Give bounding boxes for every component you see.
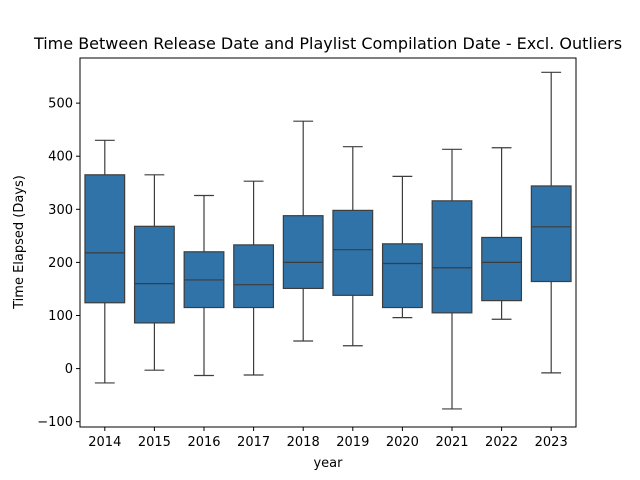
x-tick-label: 2014 — [88, 435, 121, 450]
x-tick-label: 2020 — [386, 435, 419, 450]
iqr-box — [481, 236, 523, 302]
plot-area — [84, 71, 572, 410]
chart-title: Time Between Release Date and Playlist C… — [33, 34, 622, 53]
iqr-box — [332, 209, 374, 296]
x-tick-label: 2022 — [485, 435, 518, 450]
box-2018 — [282, 120, 324, 342]
plot-frame — [79, 57, 577, 428]
box-2014 — [84, 139, 126, 384]
y-axis: −100 0 100 200 300 400 500 — [37, 97, 80, 430]
y-tick-label: 500 — [48, 97, 73, 112]
iqr-box — [282, 215, 324, 290]
x-tick-label: 2015 — [138, 435, 171, 450]
x-tick-label: 2023 — [535, 435, 568, 450]
x-tick-label: 2021 — [435, 435, 468, 450]
x-tick-label: 2016 — [187, 435, 220, 450]
box-2022 — [481, 147, 523, 320]
iqr-box — [431, 200, 473, 314]
x-tick-label: 2017 — [237, 435, 270, 450]
y-tick-label: 300 — [48, 203, 73, 218]
box-2023 — [530, 71, 572, 374]
y-tick-label: 400 — [48, 150, 73, 165]
x-tick-label: 2018 — [287, 435, 320, 450]
y-axis-label: Time Elapsed (Days) — [12, 175, 27, 310]
iqr-box — [84, 174, 126, 304]
box-2016 — [183, 194, 225, 377]
y-tick-label: −100 — [37, 415, 73, 430]
box-2019 — [332, 146, 374, 347]
box-2020 — [381, 175, 423, 319]
box-2017 — [233, 180, 275, 376]
x-axis: 2014 2015 2016 2017 2018 2019 2020 2021 2022 2023 — [88, 427, 568, 450]
iqr-box — [233, 244, 275, 309]
iqr-box — [530, 185, 572, 283]
y-tick-label: 200 — [48, 256, 73, 271]
y-tick-label: 100 — [48, 309, 73, 324]
iqr-box — [381, 243, 423, 309]
box-2015 — [133, 174, 175, 371]
x-tick-label: 2019 — [336, 435, 369, 450]
x-axis-label: year — [313, 456, 343, 471]
y-tick-label: 0 — [65, 362, 73, 377]
iqr-box — [133, 225, 175, 324]
box-2021 — [431, 148, 473, 410]
